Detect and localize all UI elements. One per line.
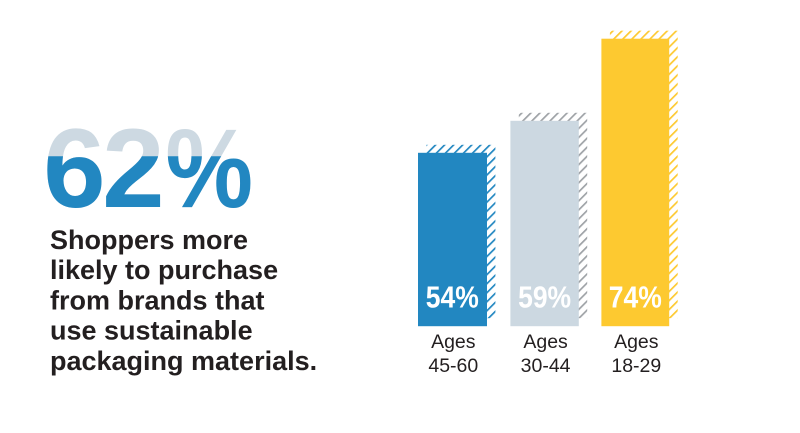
svg-text:54%: 54% [426,280,479,315]
svg-text:74%: 74% [609,280,662,315]
svg-text:Ages: Ages [523,331,568,353]
svg-text:from brands that: from brands that [50,285,265,315]
svg-text:30-44: 30-44 [521,355,571,377]
svg-text:packaging materials.: packaging materials. [50,346,317,376]
svg-text:Ages: Ages [431,331,476,353]
svg-text:Ages: Ages [614,331,659,353]
svg-text:59%: 59% [518,280,571,315]
svg-text:Shoppers more: Shoppers more [50,225,248,255]
svg-text:45-60: 45-60 [428,355,478,377]
svg-text:18-29: 18-29 [611,355,661,377]
svg-text:use sustainable: use sustainable [50,316,253,346]
svg-text:likely to purchase: likely to purchase [50,255,278,285]
